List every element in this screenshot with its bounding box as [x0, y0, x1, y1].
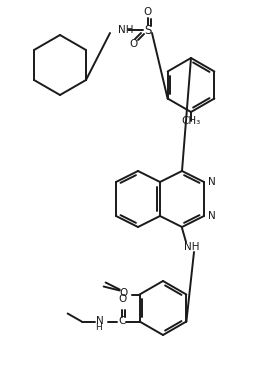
Text: NH: NH	[184, 242, 200, 252]
Text: H: H	[95, 323, 102, 332]
Text: N: N	[208, 177, 216, 187]
Text: C: C	[118, 317, 125, 327]
Text: O: O	[119, 288, 128, 298]
Text: O: O	[119, 295, 127, 305]
Text: N: N	[208, 211, 216, 221]
Text: S: S	[144, 23, 152, 36]
Text: CH₃: CH₃	[181, 116, 201, 126]
Text: N: N	[96, 315, 103, 326]
Text: NH: NH	[118, 25, 134, 35]
Text: O: O	[129, 39, 137, 49]
Text: O: O	[144, 7, 152, 17]
